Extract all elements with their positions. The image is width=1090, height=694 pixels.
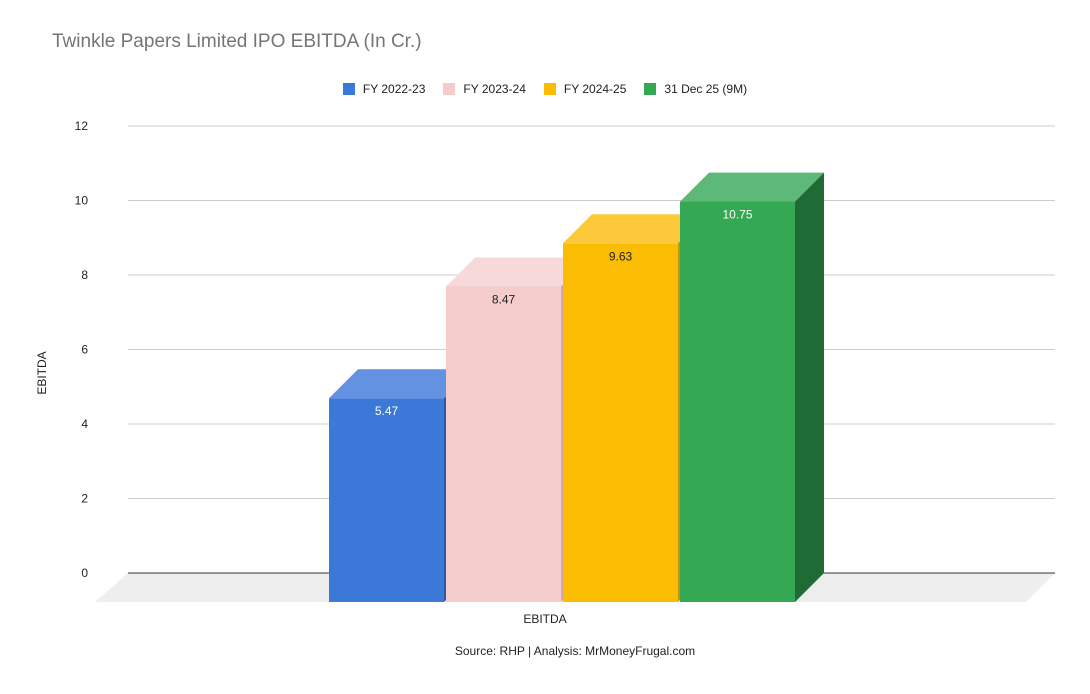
bar — [680, 172, 824, 602]
source-note: Source: RHP | Analysis: MrMoneyFrugal.co… — [454, 644, 696, 658]
legend-swatch — [342, 83, 355, 95]
data-label: 8.47 — [492, 292, 516, 306]
legend-item: FY 2023-24 — [443, 80, 526, 98]
legend-swatch — [443, 83, 456, 95]
data-label: 10.75 — [722, 208, 752, 222]
legend-label: FY 2022-23 — [362, 82, 426, 96]
legend-swatch — [644, 83, 657, 95]
legend-label: 31 Dec 25 (9M) — [664, 82, 748, 96]
legend-item: 31 Dec 25 (9M) — [644, 80, 747, 98]
y-tick-label: 2 — [81, 492, 88, 506]
data-label: 5.47 — [375, 404, 399, 418]
y-tick-label: 4 — [81, 417, 88, 431]
legend-label: FY 2024-25 — [563, 82, 627, 96]
y-tick-label: 6 — [81, 343, 88, 357]
x-category-label: EBITDA — [523, 612, 567, 626]
y-tick-label: 12 — [75, 119, 89, 133]
y-tick-label: 10 — [75, 194, 89, 208]
legend-item: FY 2024-25 — [543, 80, 627, 98]
y-tick-label: 8 — [81, 268, 88, 282]
data-label: 9.63 — [609, 249, 633, 263]
chart-title: Twinkle Papers Limited IPO EBITDA (In Cr… — [52, 31, 422, 52]
y-axis-label: EBITDA — [35, 351, 49, 395]
y-tick-label: 0 — [81, 566, 88, 580]
legend-item: FY 2022-23 — [342, 80, 426, 98]
legend-label: FY 2023-24 — [463, 82, 526, 96]
legend: FY 2022-23 FY 2023-24 FY 2024-25 31 Dec 25 … — [0, 80, 1090, 98]
legend-swatch — [543, 83, 556, 95]
